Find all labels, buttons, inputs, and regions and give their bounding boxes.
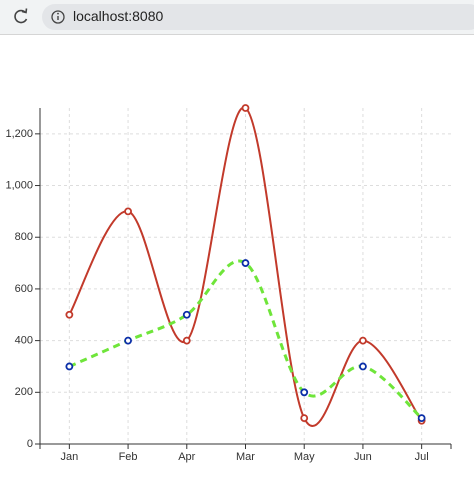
reload-button[interactable] [14, 8, 28, 24]
address-bar[interactable] [42, 4, 474, 30]
y-tick-label: 0 [27, 438, 33, 450]
x-tick-label: Apr [178, 451, 195, 463]
url: localhost:8080 [73, 8, 164, 24]
point [359, 336, 367, 345]
y-tick-label: 600 [15, 283, 33, 295]
x-tick-label: Jan [60, 451, 78, 463]
point [241, 259, 250, 267]
point [417, 414, 426, 423]
y-tick-label: 400 [15, 335, 33, 347]
point [359, 362, 367, 371]
x-tick-label: May [294, 451, 315, 463]
point [182, 310, 191, 319]
point [65, 310, 74, 319]
point [124, 207, 132, 216]
y-tick-label: 1,000 [5, 179, 33, 191]
point [300, 388, 309, 397]
point [182, 336, 191, 345]
y-tick-label: 800 [15, 231, 33, 243]
x-tick-label: Feb [119, 451, 138, 463]
y-tick-label: 200 [15, 386, 33, 398]
point [300, 414, 309, 423]
point [241, 104, 250, 112]
info-icon [51, 10, 65, 24]
info-icon-dot [57, 12, 59, 15]
reload-arc [14, 9, 28, 24]
point [65, 362, 74, 371]
x-tick-label: Jun [354, 451, 372, 463]
y-tick-label: 1,200 [5, 128, 33, 140]
x-tick-label: Jul [415, 451, 429, 463]
reload-arrow [21, 8, 28, 14]
point [124, 336, 132, 345]
chart: 0 200 400 600 800 1,000 1,200 Jan Feb Apr Mar May Ju… [5, 104, 452, 463]
x-tick-label: Mar [236, 451, 255, 463]
